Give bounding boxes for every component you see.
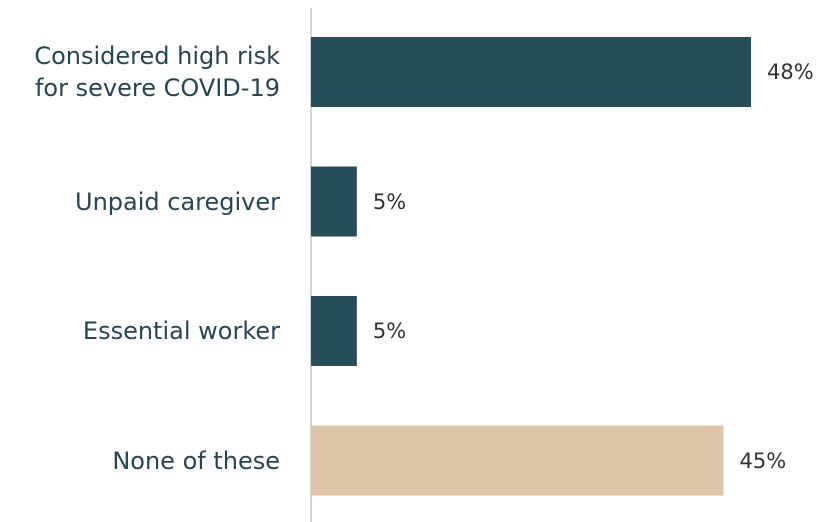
bar xyxy=(311,425,724,496)
category-label: Unpaid caregiver xyxy=(75,187,280,216)
value-label: 5% xyxy=(372,189,407,214)
category-label: Essential worker xyxy=(82,317,280,345)
category-label: Considered high risk for severe COVID-19 xyxy=(34,42,280,102)
value-label: 5% xyxy=(372,319,407,343)
bar xyxy=(311,37,751,107)
bar xyxy=(311,296,357,366)
bar xyxy=(311,166,357,237)
category-label: None of these xyxy=(112,446,280,475)
value-label: 48% xyxy=(767,60,814,84)
value-label: 45% xyxy=(739,448,787,473)
